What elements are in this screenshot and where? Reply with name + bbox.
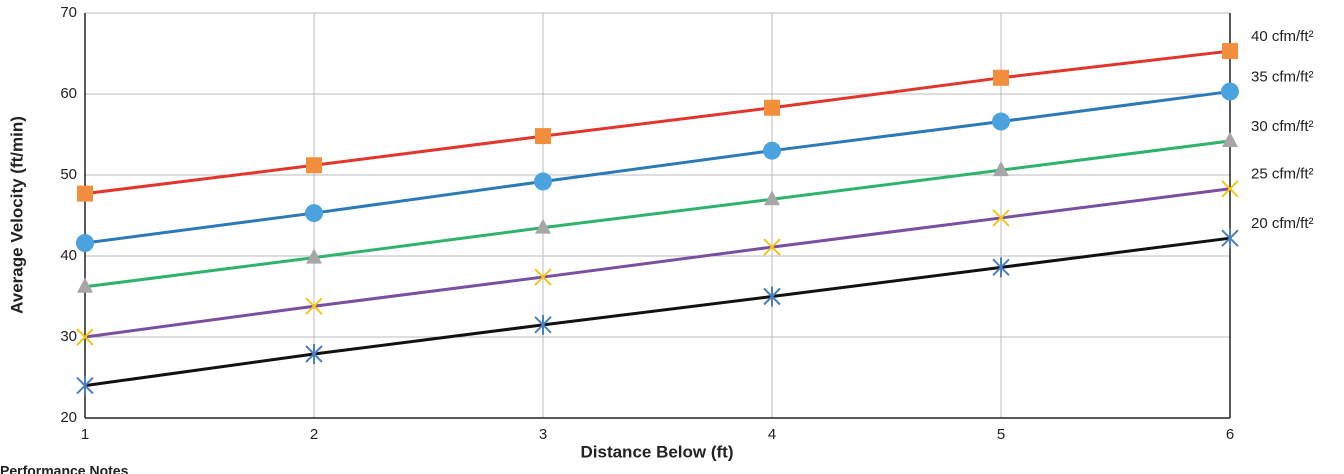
marker: [1221, 82, 1239, 101]
marker: [535, 128, 551, 145]
series-line: [84, 236, 1231, 388]
marker: [763, 286, 781, 307]
marker: [992, 257, 1010, 278]
marker: [993, 161, 1009, 177]
marker: [77, 277, 93, 293]
marker: [535, 218, 551, 234]
x-tick-label: 3: [539, 426, 547, 443]
x-tick-label: 4: [768, 426, 776, 443]
y-tick-label: 20: [60, 409, 77, 426]
marker: [764, 99, 780, 116]
marker: [1222, 131, 1238, 147]
series-line: [84, 139, 1231, 289]
marker: [992, 112, 1010, 131]
y-tick-label: 60: [60, 85, 77, 102]
marker: [306, 157, 322, 174]
series-line: [84, 49, 1231, 196]
legend-label: 35 cfm/ft²: [1251, 69, 1314, 86]
series-line: [84, 187, 1231, 339]
y-tick-label: 70: [60, 4, 77, 21]
marker: [763, 141, 781, 160]
legend-label: 40 cfm/ft²: [1251, 28, 1314, 45]
marker: [306, 248, 322, 264]
x-tick-label: 5: [997, 426, 1005, 443]
marker: [534, 172, 552, 191]
x-tick-label: 2: [310, 426, 318, 443]
x-tick-label: 1: [81, 426, 89, 443]
marker: [1221, 228, 1239, 249]
marker: [77, 185, 93, 202]
marker: [76, 328, 94, 346]
marker: [305, 297, 323, 315]
marker: [305, 204, 323, 223]
marker: [1221, 180, 1239, 198]
y-tick-label: 40: [60, 247, 77, 264]
marker: [76, 234, 94, 253]
x-axis-label: Distance Below (ft): [580, 442, 733, 461]
y-tick-label: 30: [60, 328, 77, 345]
marker: [76, 375, 94, 396]
y-axis-label: Average Velocity (ft/min): [7, 116, 26, 314]
legend-label: 20 cfm/ft²: [1251, 215, 1314, 232]
notes-heading: Performance Notes: [0, 463, 129, 474]
marker: [992, 209, 1010, 227]
marker: [993, 69, 1009, 86]
marker: [534, 268, 552, 286]
legend-label: 30 cfm/ft²: [1251, 118, 1314, 135]
marker: [763, 238, 781, 256]
series-line: [84, 90, 1231, 245]
marker: [534, 314, 552, 335]
marker: [305, 344, 323, 365]
y-tick-label: 50: [60, 166, 77, 183]
marker: [764, 190, 780, 206]
x-tick-label: 6: [1226, 426, 1234, 443]
marker: [1222, 43, 1238, 60]
legend-label: 25 cfm/ft²: [1251, 166, 1314, 183]
